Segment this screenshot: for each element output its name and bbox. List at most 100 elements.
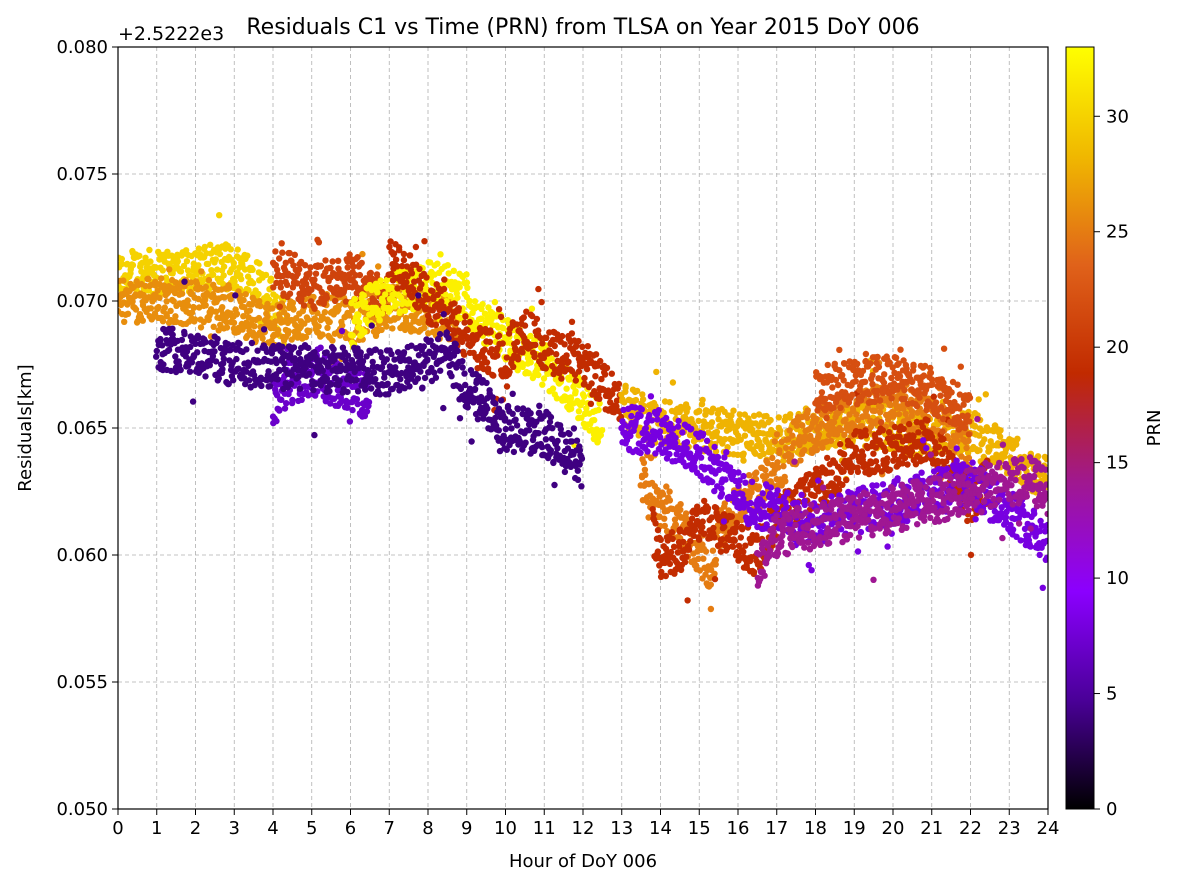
data-point [789, 432, 796, 439]
data-point [742, 542, 749, 549]
data-point [444, 262, 451, 269]
data-point [302, 333, 310, 341]
data-point [815, 431, 823, 438]
data-point [437, 251, 444, 258]
data-point [383, 323, 390, 330]
data-point [349, 406, 356, 414]
data-point [243, 346, 250, 353]
data-point [437, 367, 444, 374]
data-point [440, 311, 447, 318]
data-point [118, 260, 126, 268]
data-point [420, 343, 427, 350]
data-point [696, 408, 703, 415]
data-point [153, 347, 160, 355]
data-point [982, 391, 989, 398]
data-point [486, 338, 494, 346]
data-point [707, 605, 715, 613]
data-point [553, 351, 560, 358]
data-point [1014, 435, 1021, 442]
data-point [967, 551, 975, 559]
data-point [462, 313, 469, 320]
data-point [508, 425, 515, 432]
data-point [354, 388, 362, 395]
data-point [915, 429, 922, 436]
data-point [147, 258, 154, 265]
data-point [210, 323, 217, 330]
data-point [361, 328, 368, 335]
data-point [824, 454, 831, 462]
data-point [259, 335, 266, 342]
data-point [124, 310, 132, 317]
data-point [843, 476, 850, 484]
data-point [558, 375, 565, 382]
data-point [429, 288, 436, 295]
data-point [191, 316, 199, 323]
data-point [787, 411, 794, 418]
data-point [638, 406, 645, 413]
data-point [202, 373, 209, 380]
data-point [294, 280, 301, 287]
data-point [740, 457, 747, 464]
data-point [187, 279, 194, 286]
data-point [533, 315, 541, 323]
data-point [570, 425, 578, 432]
data-point [906, 420, 913, 428]
data-point [827, 437, 835, 445]
data-point [860, 452, 867, 459]
data-point [502, 425, 509, 433]
data-point [369, 309, 376, 317]
data-point [353, 376, 360, 384]
data-point [177, 268, 185, 275]
data-point [740, 548, 747, 555]
data-point [246, 307, 254, 314]
data-point [755, 483, 763, 490]
data-point [853, 411, 860, 418]
data-point [289, 396, 296, 404]
data-point [296, 266, 303, 273]
points-layer [118, 212, 1048, 613]
data-point [886, 466, 893, 473]
data-point [296, 385, 304, 392]
data-point [344, 388, 351, 396]
data-point [587, 400, 595, 407]
data-point [132, 292, 139, 299]
data-point [551, 342, 558, 350]
data-point [311, 276, 318, 283]
data-point [174, 258, 181, 265]
data-point [451, 300, 458, 307]
data-point [464, 284, 471, 291]
data-point [419, 384, 426, 391]
data-point [408, 270, 416, 277]
data-point [876, 409, 884, 416]
data-point [454, 347, 461, 355]
data-point [257, 302, 264, 310]
data-point [574, 476, 582, 483]
data-point [256, 298, 263, 305]
data-point [519, 349, 526, 356]
data-point [495, 332, 503, 339]
data-point [580, 393, 588, 400]
data-point [283, 400, 290, 407]
data-point [147, 305, 155, 312]
data-point [975, 396, 982, 403]
data-point [350, 263, 357, 270]
data-point [574, 467, 581, 474]
data-point [181, 330, 188, 338]
data-point [339, 322, 346, 329]
data-point [741, 432, 749, 439]
data-point [280, 272, 287, 280]
data-point [692, 526, 699, 534]
data-point [591, 416, 598, 424]
data-point [277, 284, 284, 291]
data-point [459, 358, 466, 365]
data-point [711, 534, 718, 541]
data-point [554, 437, 561, 445]
data-point [450, 267, 457, 274]
data-point [460, 351, 468, 358]
data-point [900, 425, 907, 433]
data-point [653, 368, 660, 376]
data-point [356, 271, 364, 279]
data-point [637, 412, 644, 419]
data-point [423, 274, 430, 281]
